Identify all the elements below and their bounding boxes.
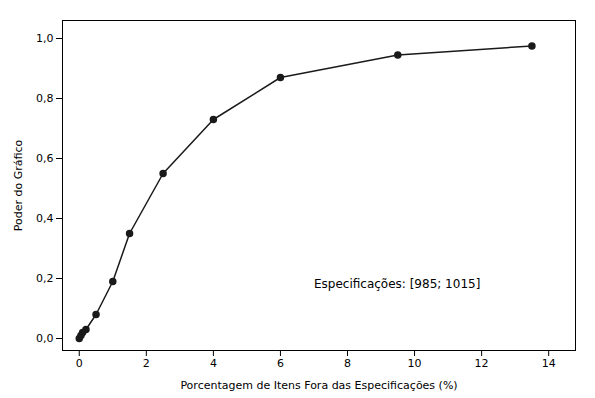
svg-text:2: 2 <box>143 357 150 370</box>
svg-text:0,6: 0,6 <box>36 152 54 165</box>
svg-text:0: 0 <box>76 357 83 370</box>
svg-text:0,0: 0,0 <box>36 332 54 345</box>
svg-text:Porcentagem de Itens Fora das: Porcentagem de Itens Fora das Especifica… <box>180 379 457 392</box>
svg-text:Especificações: [985; 1015]: Especificações: [985; 1015] <box>314 277 480 291</box>
svg-text:1,0: 1,0 <box>36 32 54 45</box>
svg-text:Poder do Gráfico: Poder do Gráfico <box>12 140 25 232</box>
svg-text:0,2: 0,2 <box>36 272 54 285</box>
svg-text:8: 8 <box>344 357 351 370</box>
svg-text:10: 10 <box>408 357 422 370</box>
svg-text:0,4: 0,4 <box>36 212 54 225</box>
svg-text:6: 6 <box>277 357 284 370</box>
svg-text:0,8: 0,8 <box>36 92 54 105</box>
svg-text:12: 12 <box>475 357 489 370</box>
svg-text:4: 4 <box>210 357 217 370</box>
svg-text:14: 14 <box>542 357 556 370</box>
